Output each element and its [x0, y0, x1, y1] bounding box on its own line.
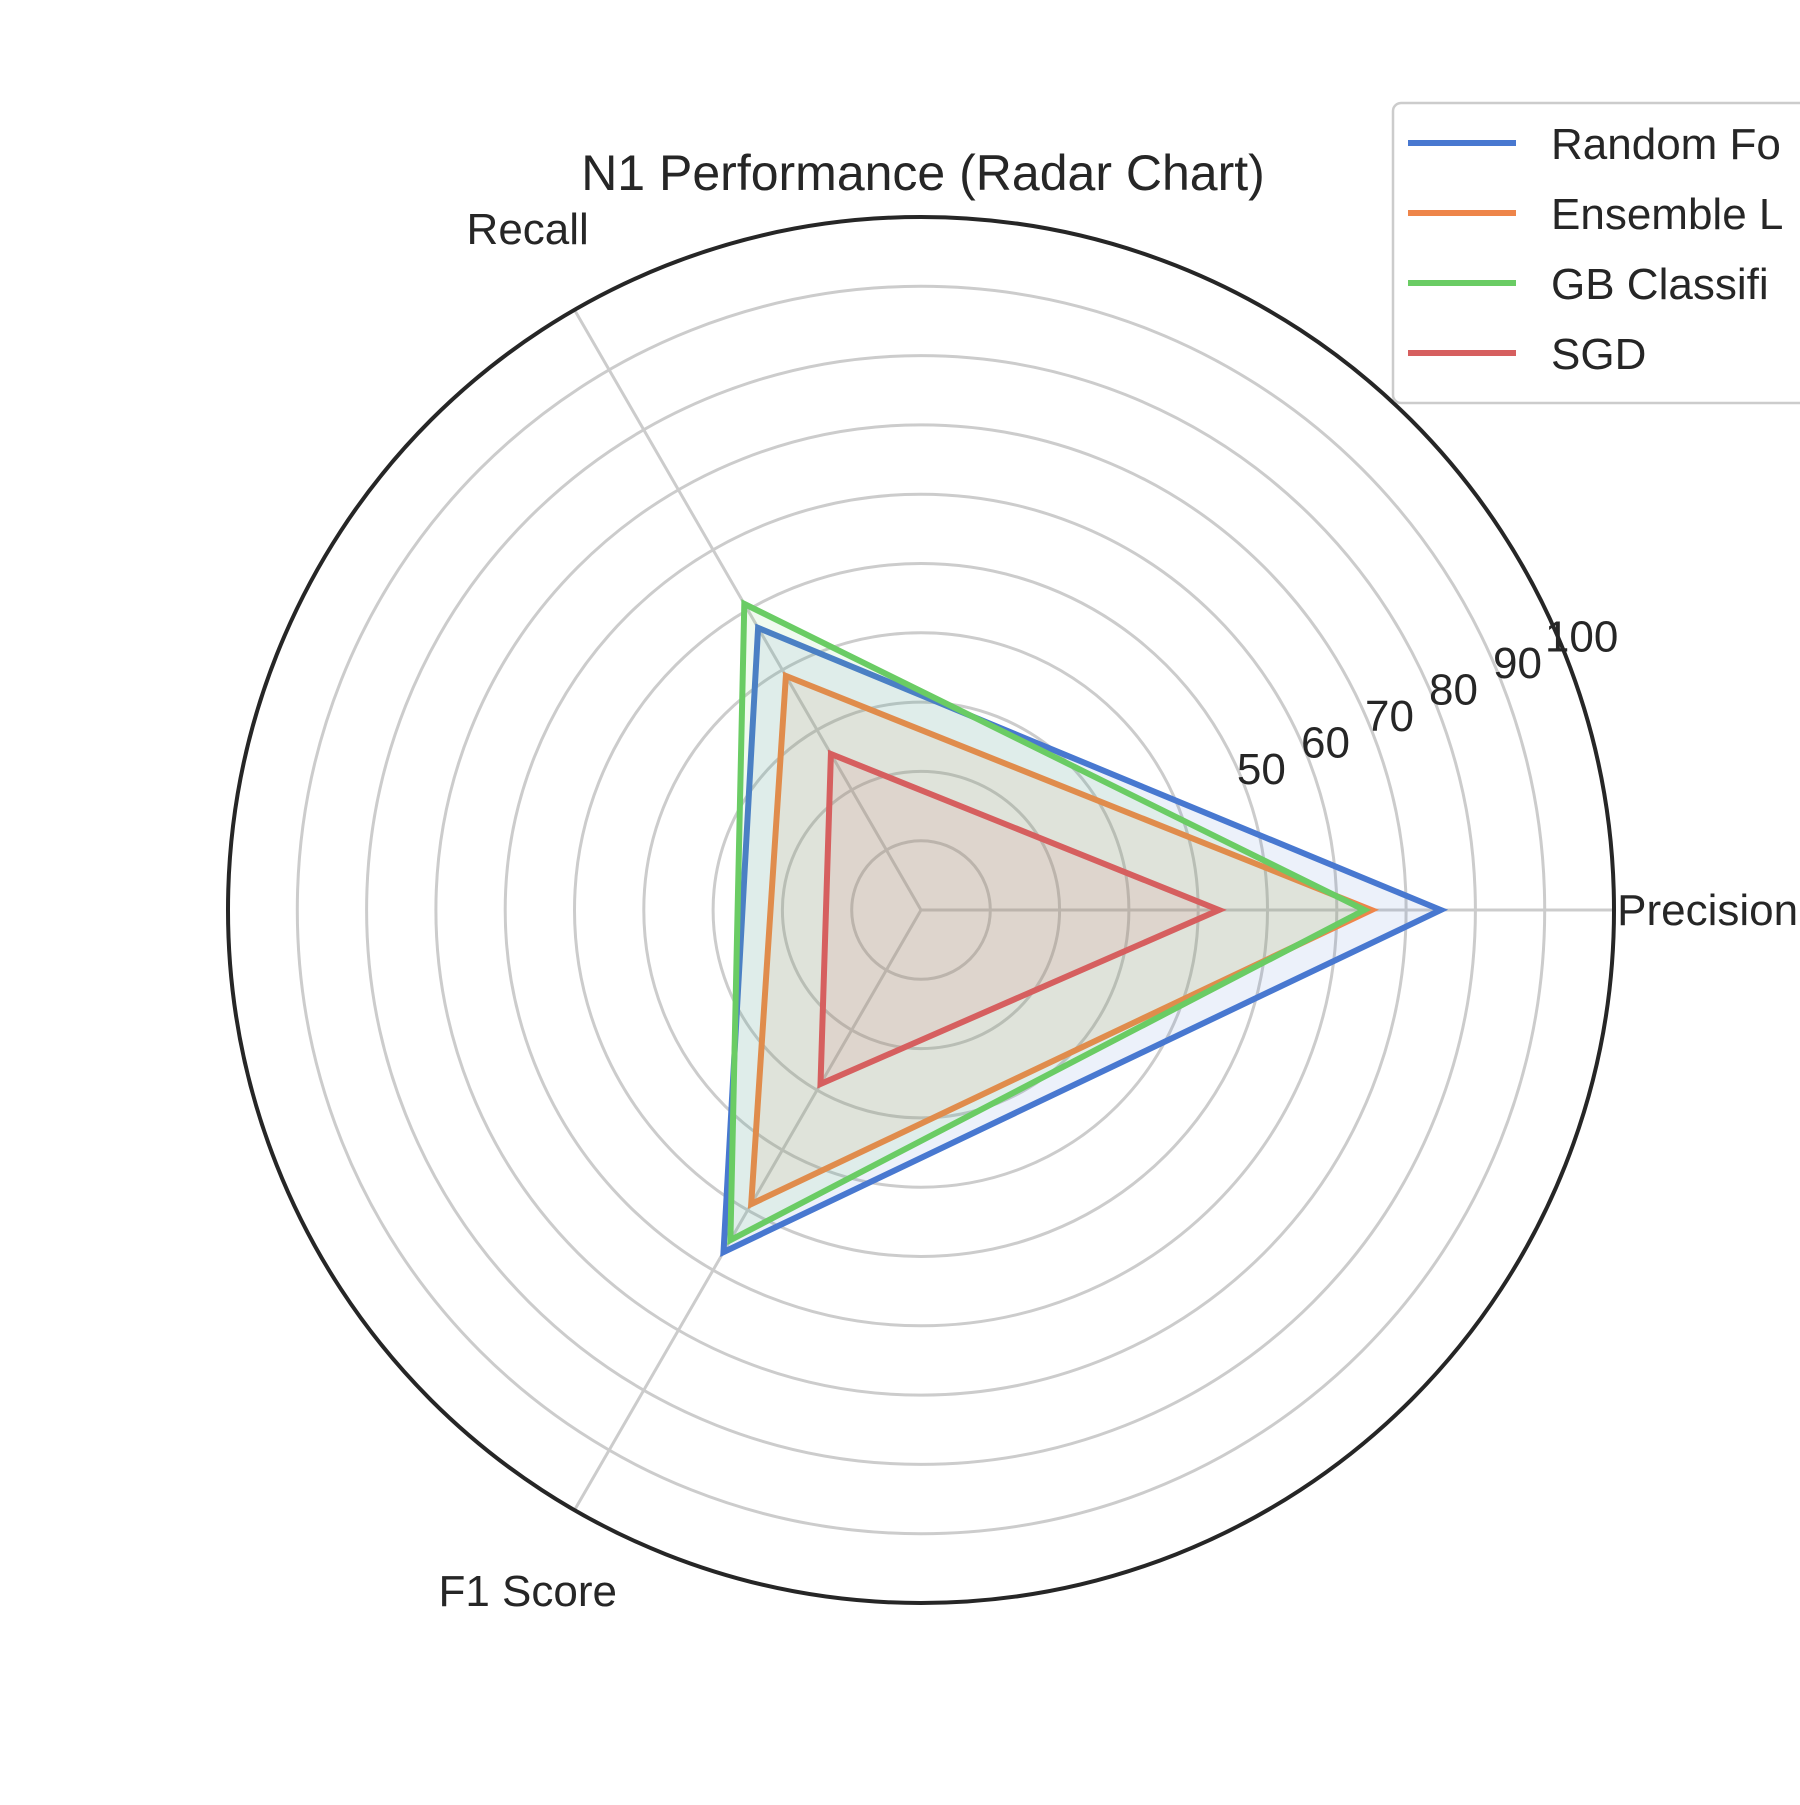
legend-label: SGD: [1551, 330, 1646, 379]
legend-box: [1391, 101, 1800, 405]
radial-tick-label: 90: [1493, 639, 1542, 688]
spoke-line: [573, 909, 923, 1511]
series-area: [751, 675, 1372, 1205]
series-line: [747, 671, 1379, 1209]
legend-label: Random Fo: [1551, 120, 1781, 169]
legend-label: GB Classifi: [1551, 260, 1769, 309]
legend-label: Ensemble L: [1551, 190, 1783, 239]
radial-tick-label: 50: [1237, 745, 1286, 794]
series-line: [817, 749, 1227, 1089]
chart-title: N1 Performance (Radar Chart): [581, 145, 1265, 201]
outer-boundary: [226, 215, 1616, 1605]
series-line: [720, 623, 1449, 1257]
axis-label: F1 Score: [438, 1567, 617, 1616]
spoke-line: [573, 309, 923, 911]
axis-label: Precision: [1617, 886, 1798, 935]
series-area: [820, 754, 1219, 1084]
series-line: [727, 599, 1372, 1246]
series-area: [730, 603, 1365, 1241]
radial-tick-label: 60: [1301, 719, 1350, 768]
grid-layer: [226, 215, 1616, 1605]
radial-tick-label: 80: [1429, 665, 1478, 714]
axis-label: Recall: [467, 205, 589, 254]
radial-tick-label: 70: [1365, 692, 1414, 741]
series-layer: [720, 599, 1449, 1257]
radial-tick-label: 100: [1545, 612, 1618, 661]
legend: Random Fo Ensemble L GB Classifi SGD: [1391, 101, 1800, 405]
